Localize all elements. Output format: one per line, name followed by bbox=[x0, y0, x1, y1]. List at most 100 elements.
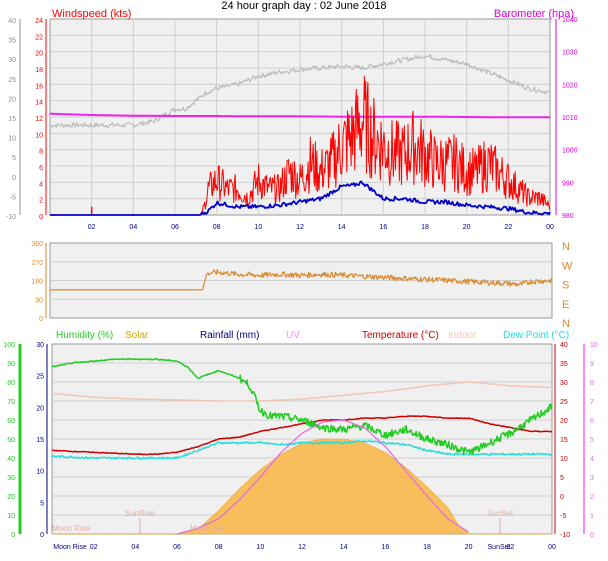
wind-x-tick: 04 bbox=[129, 224, 137, 231]
legend-label: Rainfall (mm) bbox=[200, 330, 259, 341]
uv-tick: 1 bbox=[590, 513, 594, 520]
humidity-x-tick: 04 bbox=[131, 544, 139, 551]
legend-label: Solar bbox=[125, 330, 149, 341]
barometer-label: Barometer (hpa) bbox=[494, 8, 574, 20]
barometer-tick: 1000 bbox=[562, 148, 578, 155]
barometer-tick: 1030 bbox=[562, 50, 578, 57]
temperature-tick: 10 bbox=[560, 456, 568, 463]
rainfall-tick: 25 bbox=[36, 374, 44, 381]
windspeed-tick: 18 bbox=[35, 67, 43, 74]
temperature-tick: 40 bbox=[560, 342, 568, 349]
windspeed-tick: 0 bbox=[39, 214, 43, 221]
rainfall-tick: 30 bbox=[36, 342, 44, 349]
annotation-moon-set: Moon Set bbox=[190, 524, 225, 533]
windspeed-tick: 10 bbox=[35, 132, 43, 139]
temperature-tick: 25 bbox=[560, 399, 568, 406]
barometer-tick: 1010 bbox=[562, 115, 578, 122]
uv-tick: 8 bbox=[590, 380, 594, 387]
windspeed-tick: 8 bbox=[39, 149, 43, 156]
compass-tick: W bbox=[562, 260, 573, 272]
humidity-x-tick: Moon Rise bbox=[53, 544, 87, 551]
wind-x-tick: 16 bbox=[379, 224, 387, 231]
dewpoint-line bbox=[51, 439, 553, 460]
windspeed-tick: 24 bbox=[35, 18, 43, 25]
barometer-tick: 980 bbox=[562, 213, 574, 220]
direction-tick: 90 bbox=[35, 297, 43, 304]
windspeed-tick: 22 bbox=[35, 34, 43, 41]
wind-x-tick: 00 bbox=[546, 224, 554, 231]
wind-far-left-tick: 10 bbox=[8, 136, 16, 143]
page-title: 24 hour graph day : 02 June 2018 bbox=[221, 0, 387, 12]
windspeed-tick: 16 bbox=[35, 83, 43, 90]
annotation-moon-rise: Moon Rise bbox=[52, 524, 91, 533]
compass-tick: E bbox=[562, 299, 569, 311]
humidity-x-tick: 16 bbox=[381, 544, 389, 551]
compass-tick: S bbox=[562, 280, 569, 292]
rainfall-tick: 5 bbox=[40, 500, 44, 507]
direction-tick: 360 bbox=[31, 241, 43, 248]
temperature-tick: 0 bbox=[560, 494, 564, 501]
uv-tick: 9 bbox=[590, 361, 594, 368]
humidity-x-tick: 14 bbox=[340, 544, 348, 551]
humidity-tick: 0 bbox=[11, 532, 15, 539]
humidity-x-tick: 00 bbox=[548, 544, 556, 551]
humidity-x-tick: 12 bbox=[298, 544, 306, 551]
wind-x-tick: 20 bbox=[463, 224, 471, 231]
rainfall-tick: 0 bbox=[40, 532, 44, 539]
uv-tick: 6 bbox=[590, 418, 594, 425]
temperature-tick: 30 bbox=[560, 380, 568, 387]
direction-tick: 270 bbox=[31, 260, 43, 267]
wind-far-left-tick: 35 bbox=[8, 38, 16, 45]
temperature-tick: -5 bbox=[560, 513, 566, 520]
wind-far-left-tick: 30 bbox=[8, 57, 16, 64]
wind-far-left-tick: 20 bbox=[8, 96, 16, 103]
compass-tick: N bbox=[562, 241, 570, 253]
wind-x-tick: 10 bbox=[254, 224, 262, 231]
annotation-sunrise: SunRise bbox=[125, 509, 156, 518]
wind-x-tick: 06 bbox=[171, 224, 179, 231]
temperature-tick: 35 bbox=[560, 361, 568, 368]
humidity-tick: 50 bbox=[7, 437, 15, 444]
barometer-trend-line bbox=[49, 53, 551, 129]
humidity-x-tick: 10 bbox=[256, 544, 264, 551]
humidity-tick: 40 bbox=[7, 456, 15, 463]
uv-line bbox=[176, 419, 470, 535]
uv-tick: 7 bbox=[590, 399, 594, 406]
humidity-tick: 20 bbox=[7, 494, 15, 501]
uv-tick: 4 bbox=[590, 456, 594, 463]
wind-x-tick: 14 bbox=[338, 224, 346, 231]
windspeed-tick: 12 bbox=[35, 116, 43, 123]
temperature-tick: 15 bbox=[560, 437, 568, 444]
wind-x-tick: 08 bbox=[213, 224, 221, 231]
wind-x-tick: 22 bbox=[504, 224, 512, 231]
uv-tick: 5 bbox=[590, 437, 594, 444]
direction-tick: 0 bbox=[39, 316, 43, 323]
compass-tick: N bbox=[562, 318, 570, 330]
rainfall-tick: 10 bbox=[36, 469, 44, 476]
barometer-tick: 1020 bbox=[562, 82, 578, 89]
barometer-tick: 990 bbox=[562, 180, 574, 187]
humidity-line bbox=[51, 357, 553, 456]
rainfall-tick: 15 bbox=[36, 437, 44, 444]
uv-tick: 2 bbox=[590, 494, 594, 501]
wind-x-tick: 18 bbox=[421, 224, 429, 231]
humidity-tick: 60 bbox=[7, 418, 15, 425]
temperature-tick: -10 bbox=[560, 532, 570, 539]
annotation-sunset: SunSet bbox=[487, 509, 514, 518]
humidity-x-tick: 02 bbox=[90, 544, 98, 551]
humidity-x-tick: 08 bbox=[215, 544, 223, 551]
temperature-tick: 20 bbox=[560, 418, 568, 425]
uv-tick: 0 bbox=[590, 532, 594, 539]
windspeed-tick: 6 bbox=[39, 165, 43, 172]
legend-label: UV bbox=[286, 330, 300, 341]
windspeed-tick: 2 bbox=[39, 198, 43, 205]
windspeed-tick: 4 bbox=[39, 181, 43, 188]
legend-label: Humidity (%) bbox=[56, 330, 113, 341]
rainfall-tick: 20 bbox=[36, 405, 44, 412]
uv-tick: 10 bbox=[590, 342, 598, 349]
windspeed-tick: 20 bbox=[35, 51, 43, 58]
humidity-x-tick: 20 bbox=[465, 544, 473, 551]
humidity-tick: 100 bbox=[3, 342, 15, 349]
